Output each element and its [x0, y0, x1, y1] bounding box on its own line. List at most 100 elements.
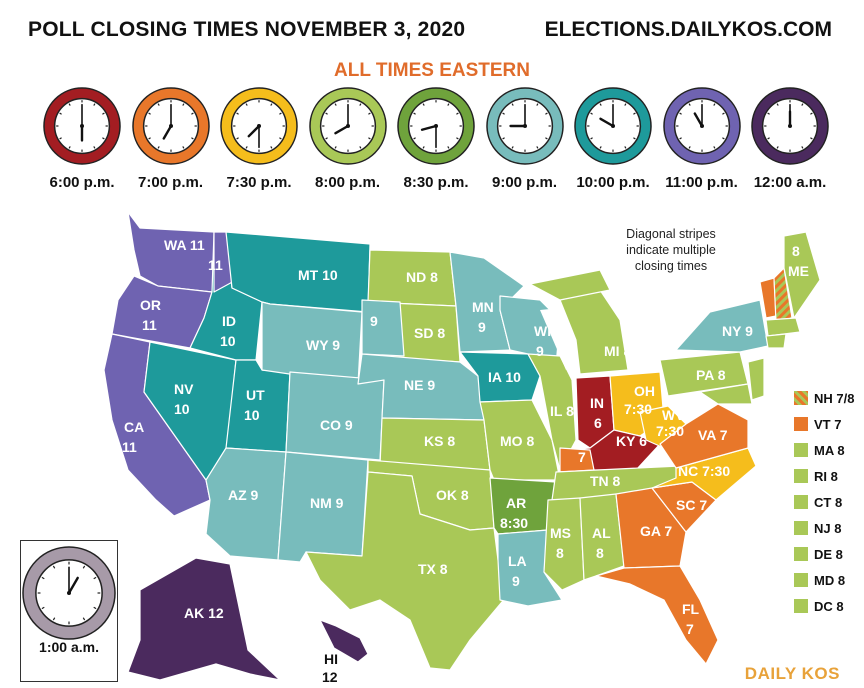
label-hi-time: 12: [322, 669, 338, 685]
state-nc[interactable]: [651, 447, 757, 501]
legend-item: VT 7: [794, 414, 854, 434]
label-fl: FL: [682, 601, 700, 617]
label-la: LA: [508, 553, 527, 569]
state-va[interactable]: [659, 403, 749, 469]
legend-item: DE 8: [794, 544, 854, 564]
state-tx[interactable]: [305, 471, 513, 671]
legend-item: MD 8: [794, 570, 854, 590]
state-ky-west[interactable]: [559, 447, 595, 473]
label-nv: NV: [174, 381, 194, 397]
label-sc: SC 7: [676, 497, 707, 513]
label-il: IL 8: [550, 403, 574, 419]
label-al-time: 8: [596, 545, 604, 561]
label-wy: WY 9: [306, 337, 340, 353]
legend-label: CT 8: [814, 494, 843, 510]
clock-icon: [485, 87, 564, 165]
state-ny[interactable]: [675, 299, 769, 353]
label-wv-time: 7:30: [656, 423, 684, 439]
label-mt: MT 10: [298, 267, 338, 283]
label-ut: UT: [246, 387, 265, 403]
state-me[interactable]: [783, 231, 821, 319]
label-ms: MS: [550, 525, 571, 541]
label-ok: OK 8: [436, 487, 469, 503]
clock-icon: [662, 87, 741, 165]
legend-swatch: [794, 599, 808, 613]
state-ms[interactable]: [543, 497, 585, 591]
legend-item: NJ 8: [794, 518, 854, 538]
clock-label: 6:00 p.m.: [49, 174, 115, 191]
state-md[interactable]: [699, 383, 753, 405]
state-mi-up[interactable]: [529, 269, 611, 301]
legend-swatch: [794, 391, 808, 405]
legend-swatch: [794, 469, 808, 483]
label-ky: KY 6: [616, 433, 647, 449]
label-in: IN: [590, 395, 604, 411]
timezone-subtitle: ALL TIMES EASTERN: [334, 60, 530, 81]
label-id: ID: [222, 313, 236, 329]
label-oh: OH: [634, 383, 655, 399]
label-me-time: 8: [792, 243, 800, 259]
site-url[interactable]: ELECTIONS.DAILYKOS.COM: [544, 18, 832, 41]
label-me: ME: [788, 263, 809, 279]
clock-label: 12:00 a.m.: [753, 174, 827, 191]
label-va: VA 7: [698, 427, 728, 443]
label-or: OR: [140, 297, 161, 313]
state-ga[interactable]: [615, 487, 687, 569]
clock-icon: [43, 87, 121, 165]
legend-swatch: [794, 573, 808, 587]
label-tx: TX 8: [418, 561, 448, 577]
clock-icon: [574, 87, 652, 165]
legend: NH 7/8 VT 7 MA 8 RI 8 CT 8 NJ 8 DE 8 MD 8 DC 8: [794, 388, 854, 622]
state-fl[interactable]: [595, 565, 719, 665]
label-tn: TN 8: [590, 473, 621, 489]
label-nv-time: 10: [174, 401, 190, 417]
legend-item: CT 8: [794, 492, 854, 512]
label-mi: MI 8: [604, 343, 631, 359]
legend-swatch: [794, 547, 808, 561]
clock-icon: [131, 87, 210, 165]
brand-logo: DAILY KOS: [744, 664, 840, 683]
legend-item: RI 8: [794, 466, 854, 486]
clock-label: 7:00 p.m.: [137, 174, 204, 191]
label-ar-time: 8:30: [500, 515, 528, 531]
clock-5: 9:00 p.m.: [477, 86, 573, 191]
clock-7: 11:00 p.m.: [654, 86, 750, 191]
label-fl-time: 7: [686, 621, 694, 637]
state-ct[interactable]: [765, 333, 787, 349]
legend-label: DE 8: [814, 546, 843, 562]
legend-label: DC 8: [814, 598, 844, 614]
label-ga: GA 7: [640, 523, 672, 539]
label-wv: WV: [662, 407, 685, 423]
legend-label: RI 8: [814, 468, 838, 484]
label-wi: WI: [534, 323, 551, 339]
label-sd-west: 9: [370, 313, 378, 329]
label-nd: ND 8: [406, 269, 438, 285]
state-hi[interactable]: [319, 619, 369, 663]
clock-label: 10:00 p.m.: [576, 174, 650, 191]
label-or-time: 11: [142, 317, 157, 333]
label-ne: NE 9: [404, 377, 435, 393]
clock-6: 10:00 p.m.: [565, 86, 661, 191]
label-ca: CA: [124, 419, 144, 435]
state-az[interactable]: [205, 447, 287, 561]
label-nc: NC 7:30: [678, 463, 730, 479]
label-co: CO 9: [320, 417, 353, 433]
clock-label: 9:00 p.m.: [491, 174, 558, 191]
label-oh-time: 7:30: [624, 401, 652, 417]
great-lakes: [540, 308, 574, 370]
state-sd-west[interactable]: [361, 299, 405, 357]
state-nj[interactable]: [747, 357, 765, 401]
state-al[interactable]: [579, 493, 625, 581]
clock-icon: [751, 87, 829, 165]
legend-swatch: [794, 443, 808, 457]
label-ia: IA 10: [488, 369, 521, 385]
clock-4: 8:30 p.m.: [388, 86, 484, 191]
state-ma[interactable]: [765, 317, 801, 337]
state-ak[interactable]: [127, 557, 281, 681]
stripes-note: Diagonal stripes indicate multiple closi…: [626, 227, 716, 273]
label-ut-time: 10: [244, 407, 260, 423]
legend-swatch: [794, 417, 808, 431]
legend-swatch: [794, 495, 808, 509]
state-ut[interactable]: [225, 359, 291, 453]
state-co[interactable]: [285, 371, 385, 461]
